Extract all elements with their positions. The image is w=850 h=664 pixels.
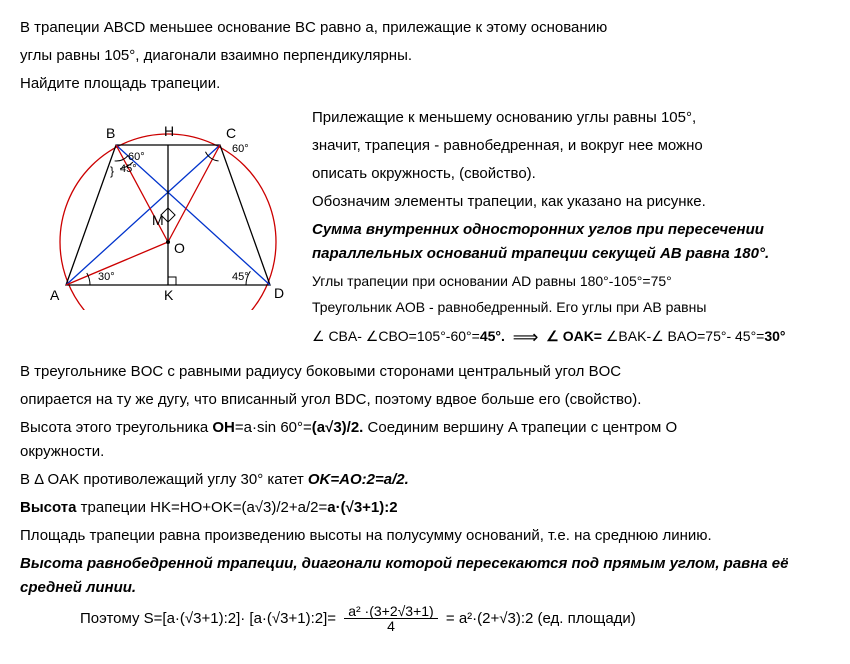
body-b3: Высота этого треугольника OH=a·sin 60°=(… (20, 416, 830, 440)
exp-r4: Обозначим элементы трапеции, как указано… (312, 190, 830, 214)
body-b1: В треугольнике BOC с равными радиусу бок… (20, 360, 830, 384)
svg-text:45°: 45° (120, 163, 137, 175)
geometry-figure: ABCDHKOM60°45°60°30°45°} (40, 110, 296, 310)
exp-r2: значит, трапеция - равнобедренная, и вок… (312, 134, 830, 158)
problem-line-1: В трапеции ABCD меньшее основание BC рав… (20, 16, 830, 40)
svg-text:K: K (164, 287, 174, 303)
svg-text:O: O (174, 240, 185, 256)
svg-text:H: H (164, 123, 174, 139)
exp-r7: Треугольник AOB - равнобедренный. Его уг… (312, 296, 830, 318)
explanation-right-column: Прилежащие к меньшему основанию углы рав… (304, 106, 830, 356)
svg-text:}: } (110, 164, 114, 178)
svg-text:C: C (226, 125, 236, 141)
svg-text:60°: 60° (128, 151, 145, 163)
body-b7: Площадь трапеции равна произведению высо… (20, 524, 830, 548)
svg-text:30°: 30° (98, 271, 115, 283)
svg-text:60°: 60° (232, 143, 249, 155)
problem-line-3: Найдите площадь трапеции. (20, 72, 830, 96)
svg-text:A: A (50, 287, 60, 303)
body-b5: В Δ OAK противолежащий углу 30° катет OK… (20, 468, 830, 492)
svg-text:D: D (274, 285, 284, 301)
svg-text:M: M (152, 212, 164, 228)
body-b8b: средней линии. (20, 576, 830, 600)
fraction: a² ·(3+2√3+1) 4 (344, 604, 438, 634)
implies-arrow-icon: ⟹ (513, 323, 539, 352)
body-b2: опирается на ту же дугу, что вписанный у… (20, 388, 830, 412)
exp-r5b: параллельных оснований трапеции секущей … (312, 245, 769, 262)
exp-r5a: Сумма внутренних односторонних углов при… (312, 221, 764, 238)
figure-container: ABCDHKOM60°45°60°30°45°} (20, 106, 304, 318)
body-b8a: Высота равнобедренной трапеции, диагонал… (20, 552, 830, 576)
body-b9: Поэтому S=[a·(√3+1):2]· [a·(√3+1):2]= a²… (20, 604, 830, 634)
exp-r8: ∠ CBA- ∠CBO=105°-60°=45°. ⟹ ∠ OAK= ∠BAK-… (312, 323, 830, 352)
problem-statement: В трапеции ABCD меньшее основание BC рав… (20, 16, 830, 96)
svg-text:B: B (106, 125, 115, 141)
exp-r1: Прилежащие к меньшему основанию углы рав… (312, 106, 830, 130)
body-b4: окружности. (20, 440, 830, 464)
exp-r3: описать окружность, (свойство). (312, 162, 830, 186)
solution-body: В треугольнике BOC с равными радиусу бок… (20, 360, 830, 634)
svg-text:45°: 45° (232, 271, 249, 283)
exp-r6: Углы трапеции при основании AD равны 180… (312, 270, 830, 292)
figure-and-explanation-row: ABCDHKOM60°45°60°30°45°} Прилежащие к ме… (20, 106, 830, 356)
body-b6: Высота трапеции HK=HO+OK=(a√3)/2+a/2=a·(… (20, 496, 830, 520)
problem-line-2: углы равны 105°, диагонали взаимно перпе… (20, 44, 830, 68)
